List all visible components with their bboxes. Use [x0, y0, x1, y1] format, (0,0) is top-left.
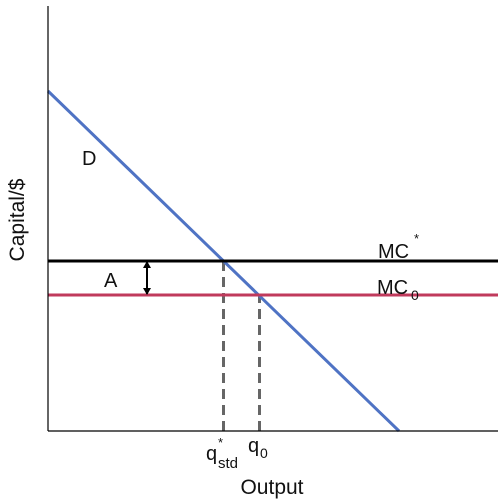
q0-label: q 0	[248, 435, 268, 461]
qstd-label-superscript: *	[218, 435, 223, 450]
demand-curve-label: D	[82, 148, 96, 170]
mc0-label-main: MC	[377, 277, 408, 299]
q0-label-main: q	[248, 435, 259, 457]
gap-arrow-head-top	[143, 261, 151, 268]
qstd-label-subscript: std	[218, 455, 238, 472]
gap-a-label: A	[104, 270, 118, 292]
mc0-label-subscript: 0	[411, 287, 419, 303]
qstd-label: q * std	[206, 435, 238, 472]
mc0-label: MC 0	[377, 277, 419, 303]
gap-arrow-head-bottom	[143, 288, 151, 295]
qstd-label-main: q	[206, 443, 217, 465]
mc-star-label-superscript: *	[414, 231, 419, 246]
mc-star-label-main: MC	[378, 241, 409, 263]
q0-label-subscript: 0	[260, 445, 268, 461]
y-axis-label: Capital/$	[6, 178, 29, 261]
plot-layer	[46, 6, 498, 433]
mc-star-label: MC *	[378, 231, 419, 263]
x-axis-label: Output	[240, 476, 303, 499]
